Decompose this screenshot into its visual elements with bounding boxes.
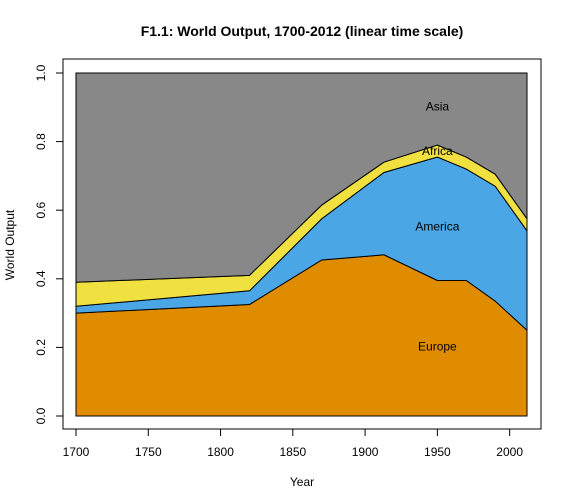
y-axis: 0.0 0.2 0.4 0.6 0.8 1.0 [34,64,64,424]
y-tick-label: 0.0 [34,407,48,424]
area-label-europe: Europe [418,340,457,354]
x-tick-label: 2000 [496,445,523,459]
stacked-areas [75,72,528,417]
x-tick-label: 1850 [279,445,306,459]
area-asia [75,72,528,283]
x-axis: 1700 1750 1800 1850 1900 1950 2000 [63,428,523,459]
area-label-asia: Asia [426,99,450,113]
x-tick-label: 1800 [207,445,234,459]
y-axis-label: World Output [3,209,17,280]
x-tick-label: 1900 [352,445,379,459]
x-tick-label: 1750 [135,445,162,459]
y-tick-label: 0.6 [34,202,48,219]
x-tick-label: 1700 [63,445,90,459]
x-axis-label: Year [290,475,314,489]
chart-title: F1.1: World Output, 1700-2012 (linear ti… [141,23,464,39]
area-labels: Asia Africa America Europe [415,99,459,353]
y-tick-label: 0.8 [34,133,48,150]
area-label-america: America [415,220,459,234]
y-tick-label: 0.4 [34,270,48,287]
x-tick-label: 1950 [424,445,451,459]
y-tick-label: 0.2 [34,339,48,356]
area-label-africa: Africa [422,144,453,158]
y-tick-label: 1.0 [34,64,48,81]
